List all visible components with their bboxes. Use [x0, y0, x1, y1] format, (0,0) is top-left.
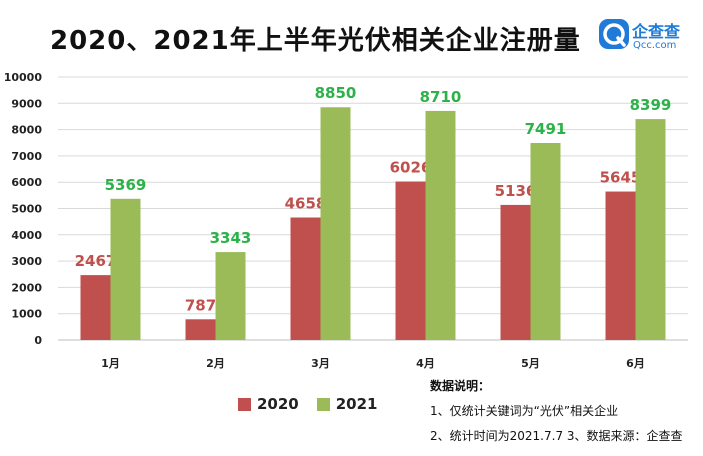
y-tick-label: 8000 [11, 124, 42, 137]
data-label-2020: 5136 [495, 182, 537, 200]
legend-label-2021: 2021 [335, 395, 378, 413]
notes-line-1: 1、仅统计关键词为“光伏”相关企业 [430, 404, 619, 418]
y-tick-label: 6000 [11, 176, 42, 189]
bar-2021 [635, 119, 666, 341]
y-tick-label: 9000 [11, 97, 42, 110]
legend-swatch-2021 [316, 397, 330, 411]
y-tick-label: 1000 [11, 308, 42, 321]
y-tick-label: 0 [34, 334, 42, 347]
x-tick-label: 2月 [206, 357, 225, 370]
notes-heading: 数据说明： [430, 379, 491, 393]
bar-2020 [605, 191, 636, 340]
x-tick-label: 1月 [101, 357, 120, 370]
data-label-2020: 6026 [390, 159, 432, 177]
y-tick-label: 5000 [11, 203, 42, 216]
y-tick-label: 3000 [11, 255, 42, 268]
data-label-2021: 3343 [210, 229, 252, 247]
data-label-2020: 2467 [75, 252, 117, 270]
legend-swatch-2020 [238, 397, 251, 411]
x-tick-label: 4月 [416, 357, 435, 370]
legend-label-2020: 2020 [257, 395, 299, 413]
data-notes: 数据说明： 1、仅统计关键词为“光伏”相关企业 2、统计时间为2021.7.7 … [430, 374, 683, 449]
y-tick-label: 2000 [11, 281, 42, 294]
bar-2020 [395, 181, 426, 340]
bar-2021 [530, 142, 561, 340]
x-tick-label: 3月 [311, 357, 330, 370]
data-label-2020: 787 [185, 296, 216, 314]
bar-2020 [500, 204, 531, 340]
legend-item-2021: 2021 [316, 395, 378, 413]
x-tick-label: 6月 [626, 357, 645, 370]
bar-2020 [290, 217, 321, 340]
bar-2021 [215, 252, 246, 340]
data-label-2021: 8710 [420, 88, 462, 106]
bar-2021 [110, 198, 141, 340]
bar-2021 [425, 110, 456, 340]
brand-logo: 企查查 Qcc.com [598, 18, 698, 58]
y-tick-label: 4000 [11, 229, 42, 242]
bar-2020 [185, 319, 216, 340]
x-tick-label: 5月 [521, 357, 540, 370]
data-label-2020: 4658 [285, 194, 327, 212]
notes-line-2: 2、统计时间为2021.7.7 3、数据来源：企查查 [430, 429, 683, 443]
data-label-2021: 7491 [525, 120, 567, 138]
data-label-2021: 5369 [105, 176, 147, 194]
bar-2020 [80, 275, 111, 340]
brand-name: 企查查 [632, 22, 681, 41]
legend: 2020 2021 [238, 395, 390, 413]
data-label-2021: 8399 [630, 96, 672, 114]
qcc-logo-icon [599, 19, 629, 49]
data-label-2021: 8850 [315, 84, 357, 102]
legend-item-2020: 2020 [238, 395, 299, 413]
data-label-2020: 5645 [600, 169, 642, 187]
bar-2021 [320, 107, 351, 341]
y-tick-label: 10000 [4, 71, 43, 84]
brand-domain: Qcc.com [633, 40, 677, 51]
y-tick-label: 7000 [11, 150, 42, 163]
chart-title: 2020、2021年上半年光伏相关企业注册量 [50, 26, 581, 56]
